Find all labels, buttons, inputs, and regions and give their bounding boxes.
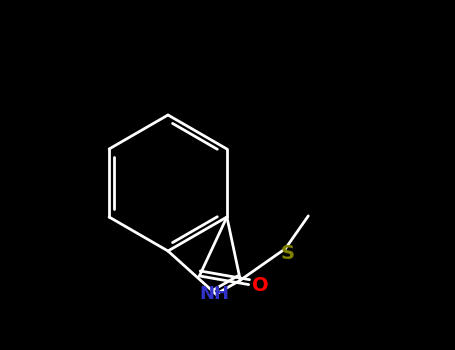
Text: S: S bbox=[280, 244, 294, 263]
Text: NH: NH bbox=[199, 285, 229, 303]
Text: O: O bbox=[253, 276, 269, 295]
